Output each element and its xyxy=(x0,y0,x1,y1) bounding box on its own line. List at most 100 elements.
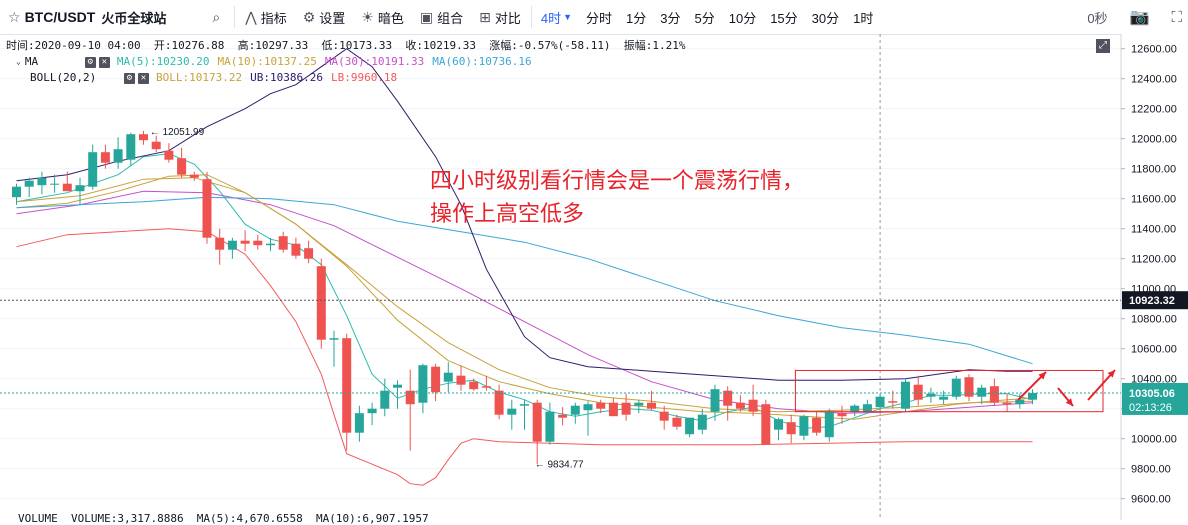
candle xyxy=(1002,393,1012,412)
candle-body xyxy=(405,390,415,405)
dark-mode-button[interactable]: ☀ 暗色 xyxy=(353,0,412,34)
candle xyxy=(12,183,21,205)
indicators-label: 指标 xyxy=(260,10,287,26)
close-icon[interactable]: ✕ xyxy=(98,56,110,68)
candle xyxy=(989,378,999,406)
timeframe-option[interactable]: 1时 xyxy=(853,10,874,26)
candle xyxy=(1015,393,1025,409)
collapse-icon[interactable]: ⌄ xyxy=(16,57,21,66)
price-tick-label: 11200.00 xyxy=(1131,254,1176,266)
indicators-icon: ⋀ xyxy=(245,8,257,25)
candle xyxy=(342,333,352,451)
symbol-selector[interactable]: ☆ BTC/USDT 火币全球站 xyxy=(0,0,174,34)
sun-icon: ☀ xyxy=(361,8,374,25)
timeframe-selected[interactable]: 4时 ▼ xyxy=(534,0,579,34)
candle-body xyxy=(583,404,593,411)
forecast-arrow-up-1-head xyxy=(1038,372,1046,380)
boll-legend: BOLL(20,2) ⚙ ✕ BOLL:10173.22 UB:10386.26… xyxy=(6,70,686,86)
candle xyxy=(481,375,491,391)
candle xyxy=(329,330,339,367)
candle xyxy=(354,405,364,442)
countdown-text: 0秒 xyxy=(1087,10,1108,26)
indicators-button[interactable]: ⋀ 指标 xyxy=(237,0,295,34)
timeframe-option[interactable]: 3分 xyxy=(660,10,681,26)
price-tick-label: 9800.00 xyxy=(1131,464,1171,476)
candle xyxy=(126,132,136,166)
ma-legend: ⌄ MA ⚙ ✕ MA(5):10230.20 MA(10):10137.25 … xyxy=(6,54,686,70)
high-price-label: ← 12051.99 xyxy=(150,127,205,138)
collapse-legend-icon[interactable]: ⤢ xyxy=(1096,39,1110,53)
candle xyxy=(520,399,529,430)
chevron-down-icon: ▼ xyxy=(563,12,573,22)
candle xyxy=(189,171,199,181)
candle-body xyxy=(507,408,517,415)
chart-legend: 时间:2020-09-10 04:00 开:10276.88 高:10297.3… xyxy=(6,38,686,86)
dark-mode-label: 暗色 xyxy=(377,10,404,26)
candle-body xyxy=(50,183,60,185)
candle-body xyxy=(850,405,860,412)
price-axis-background xyxy=(1121,34,1188,520)
compare-button[interactable]: ⊞ 对比 xyxy=(471,0,529,34)
candle-body xyxy=(596,402,606,409)
ma60-line xyxy=(16,196,1033,365)
candle-body xyxy=(431,366,441,393)
candle xyxy=(431,363,441,402)
lb-value: LB:9960.18 xyxy=(330,71,398,84)
search-button[interactable]: ⌕ xyxy=(204,0,232,34)
candle-body xyxy=(659,411,669,421)
candle xyxy=(367,402,377,426)
candle-body xyxy=(126,134,136,160)
candle-body xyxy=(139,134,148,141)
candle-body xyxy=(520,404,529,406)
price-tick-label: 10400.00 xyxy=(1131,374,1177,386)
fullscreen-icon[interactable]: ⛶ xyxy=(1171,8,1182,26)
price-tick-label: 11600.00 xyxy=(1131,194,1176,206)
candle xyxy=(88,144,98,190)
candle-body xyxy=(532,402,542,442)
compare-icon: ⊞ xyxy=(479,8,491,25)
combo-button[interactable]: ▣ 组合 xyxy=(412,0,471,34)
candle-body xyxy=(774,419,783,430)
gear-icon[interactable]: ⚙ xyxy=(84,56,96,68)
candle xyxy=(735,395,745,412)
timeframe-option[interactable]: 30分 xyxy=(811,10,840,26)
price-tick-label: 12200.00 xyxy=(1131,104,1177,116)
candle-body xyxy=(443,372,453,382)
timeframe-option[interactable]: 10分 xyxy=(728,10,757,26)
close-icon[interactable]: ✕ xyxy=(138,72,149,84)
candle xyxy=(761,399,771,445)
chart-area[interactable]: 12600.00 12400.00 12200.00 12000.00 11800.00… xyxy=(0,34,1188,520)
timeframe-option[interactable]: 15分 xyxy=(770,10,798,26)
price-tick-label: 12400.00 xyxy=(1131,74,1177,86)
candle xyxy=(659,405,669,430)
gear-icon[interactable]: ⚙ xyxy=(124,72,135,84)
candle-body xyxy=(278,236,288,250)
candle-body xyxy=(685,417,695,435)
timeframe-option[interactable]: 5分 xyxy=(694,10,715,26)
candle-body xyxy=(75,185,85,192)
candle xyxy=(913,375,923,406)
candle-body xyxy=(875,396,885,408)
candle xyxy=(62,171,72,192)
candle xyxy=(227,237,237,259)
annotation-line-2: 操作上高空低多 xyxy=(430,202,585,227)
candle-body xyxy=(329,338,339,340)
ohlc-text: 时间:2020-09-10 04:00 开:10276.88 高:10297.3… xyxy=(6,39,686,52)
settings-button[interactable]: ⚙ 设置 xyxy=(295,0,354,34)
ma10-line xyxy=(16,174,1033,420)
forecast-arrow-up-2-head xyxy=(1107,370,1115,378)
candle-body xyxy=(837,413,847,417)
price-tick-label: 10600.00 xyxy=(1131,344,1177,356)
candle xyxy=(545,402,555,445)
candle-body xyxy=(494,390,504,415)
gear-icon: ⚙ xyxy=(302,8,316,25)
price-chart[interactable]: 12600.00 12400.00 12200.00 12000.00 11800.00… xyxy=(0,34,1188,520)
candle xyxy=(786,414,796,444)
timeframe-option[interactable]: 1分 xyxy=(626,10,647,26)
timeframe-option[interactable]: 分时 xyxy=(586,10,613,26)
candle xyxy=(266,237,275,252)
candle xyxy=(253,234,263,250)
top-toolbar: ☆ BTC/USDT 火币全球站 ⌕ ⋀ 指标 ⚙ 设置 ☀ 暗色 ▣ 组合 ⊞… xyxy=(0,0,1188,35)
camera-icon[interactable]: 📷 xyxy=(1129,9,1150,26)
star-icon[interactable]: ☆ xyxy=(8,8,21,25)
